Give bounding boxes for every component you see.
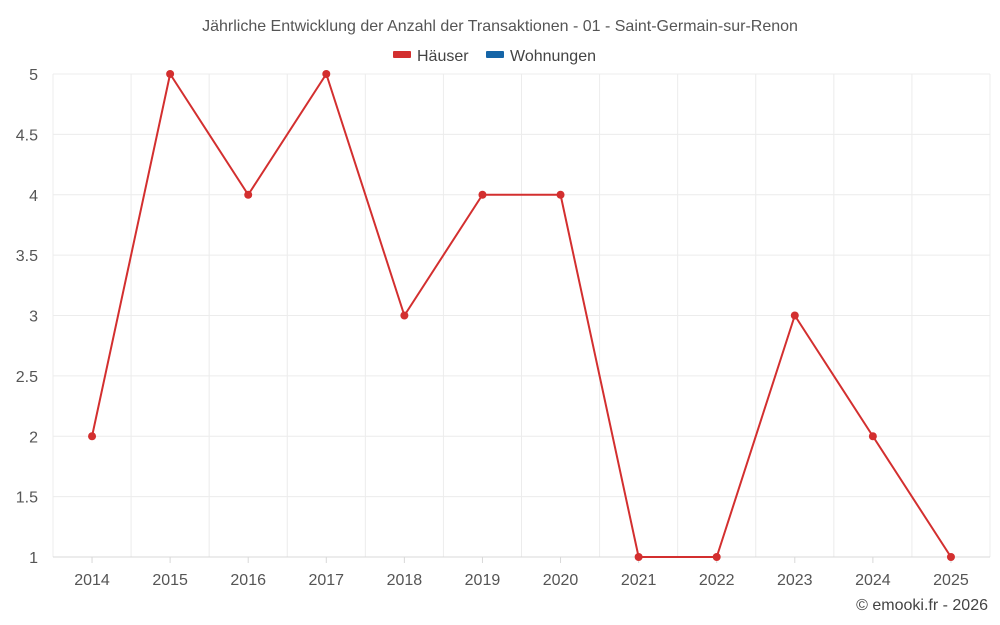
y-tick-label: 3.5 bbox=[16, 248, 38, 265]
series-haeuser bbox=[88, 70, 955, 561]
series-line bbox=[91, 73, 952, 558]
axes: 1 1.5 2 2.5 3 3.5 4 4.5 5 2014 2015 2016 2017 2018 201… bbox=[16, 67, 990, 589]
y-tick-label: 5 bbox=[29, 67, 38, 84]
x-tick-label: 2018 bbox=[387, 572, 423, 589]
data-point[interactable] bbox=[868, 432, 877, 441]
x-tick-label: 2014 bbox=[74, 572, 110, 589]
data-point[interactable] bbox=[400, 311, 409, 320]
legend-swatch-haeuser bbox=[393, 51, 411, 58]
data-point[interactable] bbox=[790, 311, 799, 320]
x-tick-label: 2019 bbox=[465, 572, 501, 589]
data-point[interactable] bbox=[322, 70, 331, 78]
chart-title: Jährliche Entwicklung der Anzahl der Tra… bbox=[202, 18, 798, 35]
data-point[interactable] bbox=[166, 70, 175, 78]
y-tick-label: 2 bbox=[29, 429, 38, 446]
x-tick-label: 2017 bbox=[308, 572, 344, 589]
data-point[interactable] bbox=[88, 432, 97, 441]
data-point[interactable] bbox=[244, 190, 253, 199]
y-tick-label: 1 bbox=[29, 550, 38, 567]
legend-label-haeuser[interactable]: Häuser bbox=[417, 48, 469, 65]
x-tick-label: 2023 bbox=[777, 572, 813, 589]
x-tick-label: 2021 bbox=[621, 572, 657, 589]
y-tick-label: 3 bbox=[29, 309, 38, 326]
data-point[interactable] bbox=[478, 190, 487, 199]
legend-swatch-wohnungen bbox=[486, 51, 504, 58]
data-point[interactable] bbox=[712, 553, 721, 561]
y-tick-label: 4 bbox=[29, 188, 38, 205]
legend-label-wohnungen[interactable]: Wohnungen bbox=[510, 48, 596, 65]
data-point[interactable] bbox=[634, 553, 643, 561]
y-tick-label: 4.5 bbox=[16, 127, 38, 144]
y-tick-label: 2.5 bbox=[16, 369, 38, 386]
credit-text: © emooki.fr - 2026 bbox=[856, 597, 988, 614]
y-tick-label: 1.5 bbox=[16, 490, 38, 507]
x-tick-label: 2020 bbox=[543, 572, 579, 589]
data-point[interactable] bbox=[556, 190, 565, 199]
x-tick-label: 2016 bbox=[230, 572, 266, 589]
x-tick-label: 2025 bbox=[933, 572, 969, 589]
data-point[interactable] bbox=[946, 553, 955, 561]
x-tick-label: 2022 bbox=[699, 572, 735, 589]
grid bbox=[52, 73, 991, 558]
legend: Häuser Wohnungen bbox=[393, 48, 596, 65]
x-tick-label: 2024 bbox=[855, 572, 891, 589]
x-tick-label: 2015 bbox=[152, 572, 188, 589]
